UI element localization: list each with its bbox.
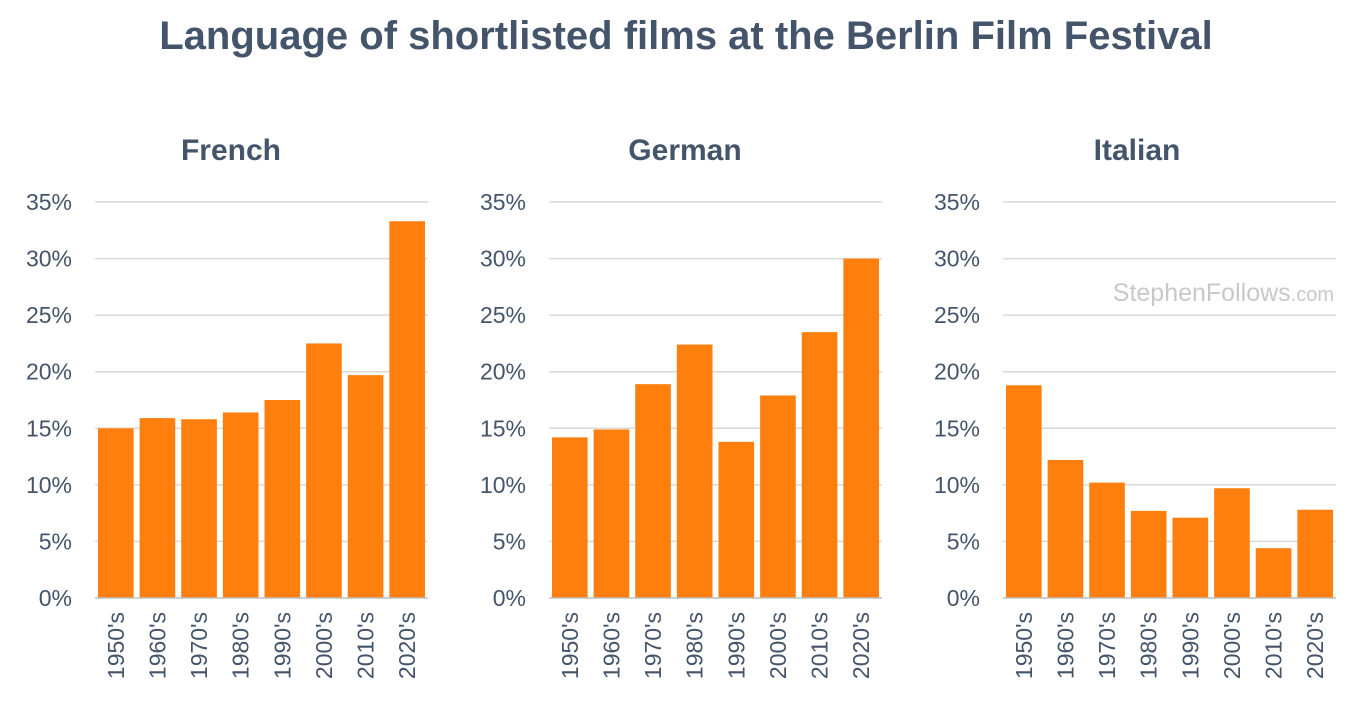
y-tick-label: 15% — [26, 415, 72, 441]
panel-title: Italian — [1094, 134, 1181, 167]
y-tick-label: 35% — [480, 189, 526, 215]
bar-italian-1990's — [1172, 517, 1209, 598]
y-tick-label: 25% — [934, 302, 980, 328]
x-tick-label: 1990's — [269, 612, 295, 679]
bar-french-1980's — [222, 412, 259, 598]
bar-german-2010's — [801, 332, 838, 598]
bar-german-2020's — [843, 258, 879, 598]
x-tick-label: 1970's — [186, 612, 212, 679]
x-tick-label: 1980's — [682, 612, 708, 679]
x-tick-label: 1960's — [144, 612, 170, 679]
x-tick-label: 1950's — [103, 612, 129, 679]
bar-french-1970's — [181, 419, 217, 598]
bar-german-1970's — [635, 384, 671, 598]
bar-italian-1950's — [1006, 385, 1042, 598]
x-tick-label: 1950's — [1011, 612, 1037, 679]
bar-italian-1970's — [1089, 482, 1125, 598]
x-tick-label: 2020's — [394, 612, 420, 679]
x-tick-label: 2000's — [311, 612, 337, 679]
y-tick-label: 10% — [480, 472, 526, 498]
bar-french-2010's — [347, 375, 384, 598]
watermark-main: StephenFollows — [1113, 279, 1291, 307]
x-tick-label: 1990's — [723, 612, 749, 679]
bar-italian-1960's — [1047, 459, 1084, 598]
y-tick-label: 0% — [39, 585, 72, 611]
x-tick-label: 2000's — [765, 612, 791, 679]
x-tick-label: 1990's — [1177, 612, 1203, 679]
y-tick-label: 25% — [480, 302, 526, 328]
y-tick-label: 0% — [493, 585, 526, 611]
y-tick-label: 35% — [26, 189, 72, 215]
panel-french: French 0% 5% 10% 15% 20% 25% 30% 35% 1950's 1960's… — [26, 134, 428, 679]
y-tick-label: 25% — [26, 302, 72, 328]
bar-german-1960's — [593, 429, 630, 598]
y-tick-label: 15% — [934, 415, 980, 441]
bar-german-1980's — [676, 344, 713, 598]
bar-german-2000's — [760, 395, 796, 598]
bar-french-1990's — [264, 400, 301, 598]
y-tick-label: 10% — [934, 472, 980, 498]
x-tick-label: 1970's — [1094, 612, 1120, 679]
y-tick-label: 5% — [39, 528, 72, 554]
bar-italian-2010's — [1255, 548, 1292, 598]
bar-french-1960's — [139, 418, 176, 598]
y-tick-label: 20% — [480, 359, 526, 385]
y-tick-label: 0% — [947, 585, 980, 611]
x-tick-label: 1960's — [1052, 612, 1078, 679]
bar-german-1990's — [718, 441, 755, 598]
x-tick-label: 2010's — [807, 612, 833, 679]
x-tick-label: 2000's — [1219, 612, 1245, 679]
y-tick-label: 35% — [934, 189, 980, 215]
x-tick-label: 2020's — [1302, 612, 1328, 679]
x-tick-label: 2010's — [1261, 612, 1287, 679]
y-tick-label: 20% — [934, 359, 980, 385]
y-tick-label: 5% — [947, 528, 980, 554]
x-tick-label: 2020's — [848, 612, 874, 679]
y-tick-label: 20% — [26, 359, 72, 385]
bar-italian-1980's — [1130, 510, 1167, 598]
x-tick-label: 1980's — [228, 612, 254, 679]
chart-title: Language of shortlisted films at the Ber… — [159, 14, 1213, 58]
x-tick-label: 1970's — [640, 612, 666, 679]
bar-french-2020's — [389, 221, 425, 598]
y-tick-label: 30% — [26, 246, 72, 272]
x-tick-label: 1960's — [598, 612, 624, 679]
bar-german-1950's — [552, 437, 588, 598]
y-tick-label: 15% — [480, 415, 526, 441]
bar-french-1950's — [98, 428, 134, 598]
y-tick-label: 10% — [26, 472, 72, 498]
watermark-suffix: .com — [1291, 284, 1334, 306]
x-tick-label: 1950's — [557, 612, 583, 679]
panel-title: German — [628, 134, 741, 167]
x-tick-label: 2010's — [353, 612, 379, 679]
panel-german: German 0% 5% 10% 15% 20% 25% 30% 35% 1950's 1960's… — [480, 134, 882, 679]
y-tick-label: 30% — [480, 246, 526, 272]
bar-italian-2020's — [1297, 509, 1333, 598]
bar-italian-2000's — [1214, 488, 1250, 598]
x-tick-label: 1980's — [1136, 612, 1162, 679]
panel-title: French — [181, 134, 281, 167]
bar-french-2000's — [306, 343, 342, 598]
watermark: StephenFollows.com — [1113, 279, 1334, 307]
panel-italian: Italian 0% 5% 10% 15% 20% 25% 30% 35% 1950's 1960'… — [934, 134, 1336, 679]
y-tick-label: 5% — [493, 528, 526, 554]
y-tick-label: 30% — [934, 246, 980, 272]
